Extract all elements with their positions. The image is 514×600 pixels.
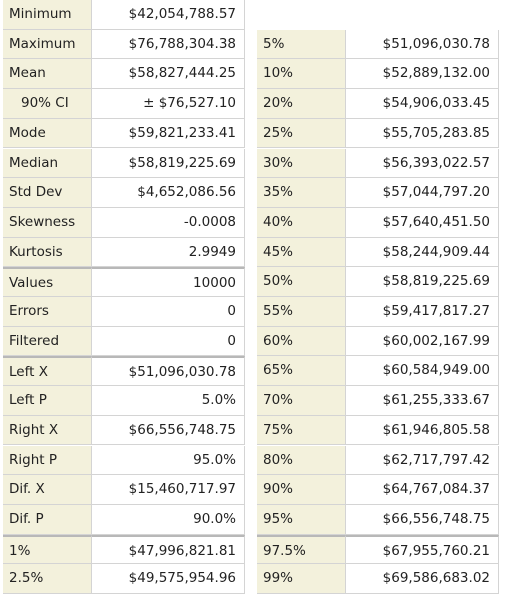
row-value: $58,819,225.69 [346,267,499,297]
row-value: 0 [92,326,245,357]
row-label: 2.5% [3,564,92,594]
row-value: $58,244,909.44 [346,237,499,268]
row-label: Left P [3,386,92,416]
row-value: $55,705,283.85 [346,118,499,149]
row-value: -0.0008 [92,207,245,238]
row-label: 97.5% [257,534,346,565]
row-value: $58,827,444.25 [92,59,245,90]
row-value: $56,393,022.57 [346,148,499,179]
row-value: $4,652,086.56 [92,178,245,208]
row-value: ± $76,527.10 [92,89,245,119]
row-value: 10000 [92,267,245,297]
row-value: 2.9949 [92,237,245,268]
row-value: $57,044,797.20 [346,178,499,208]
row-value: $61,946,805.58 [346,415,499,446]
row-label: Dif. P [3,504,92,535]
row-label: Filtered [3,326,92,357]
row-value: $76,788,304.38 [92,29,245,60]
row-value: $15,460,717.97 [92,475,245,505]
row-value: 5.0% [92,386,245,416]
row-label: 90% CI [3,89,92,119]
row-value: $57,640,451.50 [346,207,499,238]
row-value: $60,002,167.99 [346,326,499,357]
row-label: 35% [257,178,346,208]
row-value: $54,906,033.45 [346,89,499,119]
row-label: Errors [3,297,92,327]
row-label: Dif. X [3,475,92,505]
row-label: 90% [257,475,346,505]
row-label: 80% [257,445,346,476]
row-value: $58,819,225.69 [92,148,245,179]
row-value: $52,889,132.00 [346,59,499,90]
row-value: $60,584,949.00 [346,356,499,387]
row-label: Std Dev [3,178,92,208]
row-label: 45% [257,237,346,268]
row-label: 95% [257,504,346,535]
row-label: Median [3,148,92,179]
row-label: Skewness [3,207,92,238]
row-value: $66,556,748.75 [346,504,499,535]
row-label: 1% [3,534,92,565]
row-label: 30% [257,148,346,179]
row-label: Maximum [3,29,92,60]
row-value: $49,575,954.96 [92,564,245,594]
row-value: $66,556,748.75 [92,415,245,446]
row-value: $69,586,683.02 [346,564,499,594]
row-label: Mean [3,59,92,90]
row-value: $67,955,760.21 [346,534,499,565]
row-label: 99% [257,564,346,594]
row-label: Minimum [3,0,92,30]
row-label: 40% [257,207,346,238]
row-label: 75% [257,415,346,446]
row-label: 70% [257,386,346,416]
row-value: $59,821,233.41 [92,118,245,149]
row-label: 60% [257,326,346,357]
row-label: Mode [3,118,92,149]
row-label: 5% [257,29,346,60]
row-value: $64,767,084.37 [346,475,499,505]
row-label: Right P [3,445,92,476]
row-label: 10% [257,59,346,90]
row-label: 65% [257,356,346,387]
row-value: 95.0% [92,445,245,476]
row-label: Values [3,267,92,297]
row-value: $47,996,821.81 [92,534,245,565]
row-label: 55% [257,297,346,327]
row-label: Right X [3,415,92,446]
row-label: 25% [257,118,346,149]
row-label: Left X [3,356,92,387]
row-value: $62,717,797.42 [346,445,499,476]
row-value: $59,417,817.27 [346,297,499,327]
row-value: 0 [92,297,245,327]
row-value: $51,096,030.78 [346,29,499,60]
row-value: $51,096,030.78 [92,356,245,387]
row-value: 90.0% [92,504,245,535]
row-label: 20% [257,89,346,119]
row-value: $42,054,788.57 [92,0,245,30]
row-value: $61,255,333.67 [346,386,499,416]
row-label: 50% [257,267,346,297]
row-label: Kurtosis [3,237,92,268]
